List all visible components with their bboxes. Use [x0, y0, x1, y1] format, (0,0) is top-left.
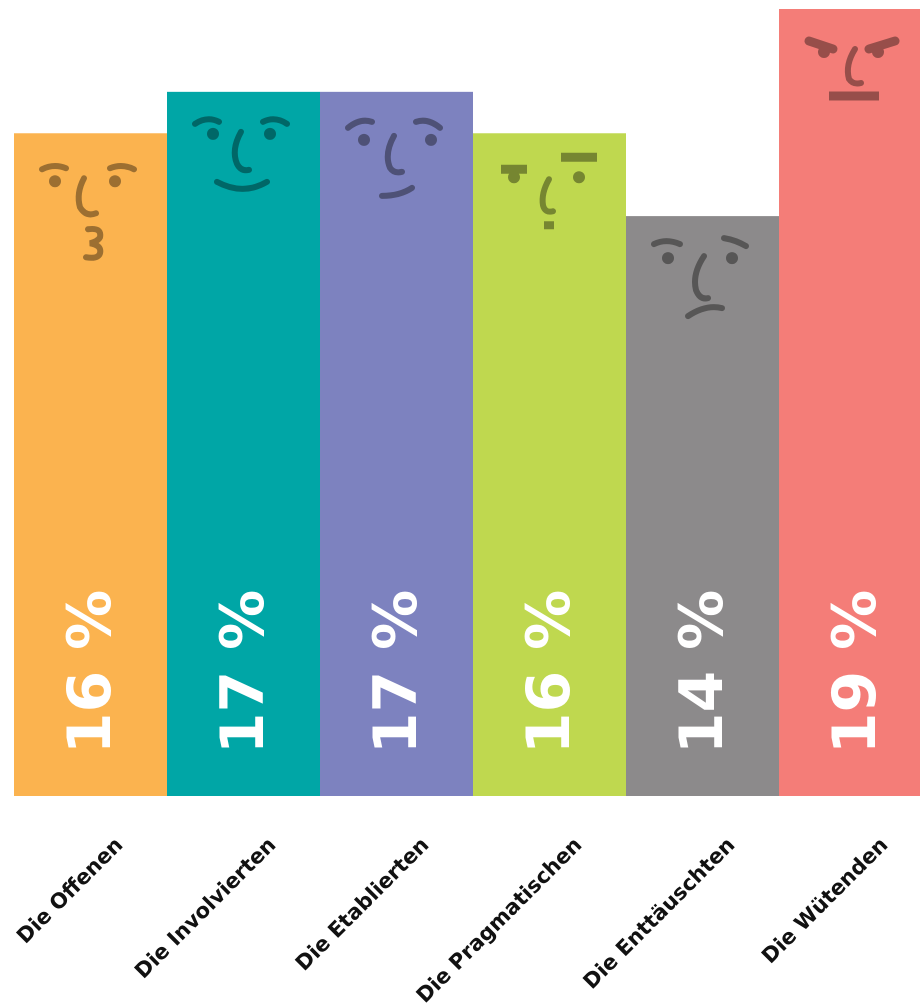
category-label-2: Die Involvierten	[130, 833, 281, 984]
angry-face-icon	[804, 36, 900, 101]
category-label-4: Die Pragmatischen	[412, 833, 587, 1004]
kissing-face-icon	[39, 163, 137, 261]
category-label-3: Die Etablierten	[291, 833, 434, 976]
sad-face-icon	[651, 235, 749, 320]
faces-layer	[39, 36, 900, 320]
value-label-2: 17 %	[208, 590, 278, 755]
bar-2	[167, 91, 320, 796]
value-label-6: 19 %	[820, 590, 890, 755]
bar-5	[626, 216, 779, 796]
value-label-3: 17 %	[361, 590, 431, 755]
category-label-6: Die Wütenden	[757, 833, 893, 969]
bar-6	[779, 9, 920, 796]
smiling-face-icon	[192, 116, 290, 192]
bar-4	[473, 133, 626, 796]
content-face-icon	[345, 117, 443, 199]
value-label-5: 14 %	[667, 590, 737, 755]
skeptical-face-icon	[501, 152, 597, 230]
value-labels-layer: 16 % 17 % 17 % 16 % 14 % 19 %	[55, 590, 890, 755]
category-label-5: Die Enttäuschten	[578, 833, 739, 994]
bars-layer	[14, 9, 920, 796]
category-label-1: Die Offenen	[12, 833, 128, 949]
category-labels-layer: Die Offenen Die Involvierten Die Etabliert…	[12, 833, 893, 1004]
value-label-4: 16 %	[514, 590, 584, 755]
bar-3	[320, 91, 473, 796]
value-label-1: 16 %	[55, 590, 125, 755]
